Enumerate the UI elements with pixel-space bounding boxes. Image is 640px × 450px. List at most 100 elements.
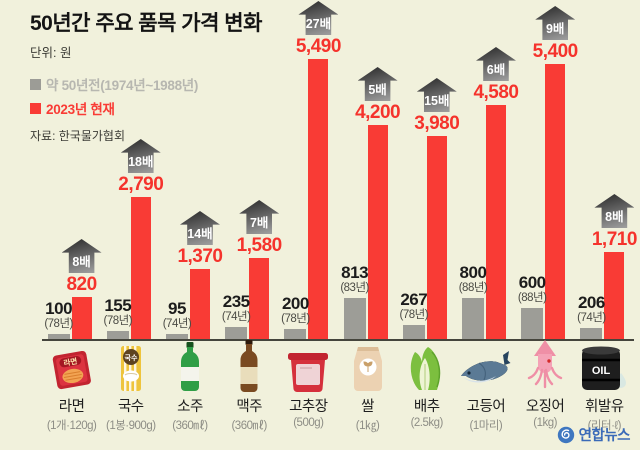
item-name: 소주 bbox=[177, 399, 203, 415]
new-price-value: 1,710 bbox=[591, 229, 638, 250]
item-cell-soju: 소주 (360㎖) bbox=[160, 340, 219, 433]
rice-icon bbox=[338, 340, 397, 393]
bar-new-mackerel bbox=[485, 105, 506, 339]
old-price-value: 206 bbox=[577, 292, 605, 312]
noodles-icon: 국수 bbox=[101, 340, 160, 393]
item-cell-mackerel: 고등어 (1마리) bbox=[456, 340, 515, 433]
item-quantity: (1㎏) bbox=[355, 420, 380, 432]
item-name: 고등어 bbox=[466, 399, 506, 415]
new-price-value: 4,200 bbox=[355, 102, 401, 123]
old-price-label: 813 (83년) bbox=[320, 264, 390, 295]
old-price-year: (74년) bbox=[162, 317, 192, 330]
item-quantity: (500g) bbox=[293, 417, 324, 429]
beer-icon bbox=[220, 340, 279, 393]
bar-old-cabbage bbox=[402, 325, 425, 339]
item-quantity: (2.5kg) bbox=[410, 417, 444, 429]
old-price-label: 206 (74년) bbox=[556, 294, 626, 325]
old-price-label: 100 (78년) bbox=[24, 300, 94, 331]
chart-column-cabbage: 267 (78년) 3,980 15배 bbox=[397, 0, 460, 339]
bar-old-oil bbox=[580, 328, 603, 339]
old-price-year: (78년) bbox=[399, 308, 429, 321]
old-price-label: 235 (74년) bbox=[201, 293, 271, 324]
item-name: 오징어 bbox=[525, 399, 565, 415]
item-name: 쌀 bbox=[361, 399, 374, 415]
multiplier-arrow-badge: 18배 bbox=[120, 139, 161, 173]
oil-icon: OIL bbox=[575, 340, 634, 393]
bar-old-rice bbox=[343, 298, 366, 339]
source-label: 자료: 한국물가협회 bbox=[30, 129, 125, 144]
old-price-label: 267 (78년) bbox=[379, 291, 449, 322]
multiplier-arrow-badge: 7배 bbox=[239, 200, 280, 234]
new-price-value: 3,980 bbox=[414, 113, 460, 134]
item-cell-ramen: 라면 라면 (1개·120g) bbox=[42, 340, 101, 433]
item-cell-noodles: 국수 국수 (1봉·900g) bbox=[101, 340, 160, 433]
new-price-value: 1,580 bbox=[236, 235, 283, 256]
bar-new-squid bbox=[545, 64, 566, 339]
old-price-value: 813 bbox=[341, 262, 369, 282]
chart-header: 50년간 주요 품목 가격 변화 단위: 원 약 50년전(1974년~1988… bbox=[30, 12, 262, 144]
item-cell-oil: OIL 휘발유 (리터·ℓ) bbox=[575, 340, 634, 433]
item-cell-squid: 오징어 (1kg) bbox=[516, 340, 575, 433]
bar-old-gochujang bbox=[284, 329, 307, 339]
chart-column-gochujang: 200 (78년) 5,490 27배 bbox=[279, 0, 341, 339]
item-name: 배추 bbox=[413, 399, 440, 415]
old-price-label: 800 (88년) bbox=[438, 264, 508, 295]
old-price-value: 200 bbox=[281, 293, 309, 313]
svg-text:라면: 라면 bbox=[62, 356, 77, 368]
gochujang-icon bbox=[279, 340, 338, 393]
chart-column-beer: 235 (74년) 1,580 7배 bbox=[220, 0, 282, 339]
old-price-year: (83년) bbox=[340, 281, 369, 294]
bar-chart: 100 (78년) 820 8배 155 (78년) 2,790 18배 95 (74년) 1,37… bbox=[42, 0, 637, 341]
new-price-value: 2,790 bbox=[118, 174, 164, 195]
bar-old-beer bbox=[225, 327, 248, 339]
new-price-value: 4,580 bbox=[473, 82, 519, 103]
item-quantity: (1봉·900g) bbox=[106, 420, 156, 432]
brand-footer: 연합뉴스 bbox=[557, 424, 631, 445]
item-cell-gochujang: 고추장 (500g) bbox=[279, 340, 338, 433]
item-cell-rice: 쌀 (1㎏) bbox=[338, 340, 397, 433]
item-quantity: (1개·120g) bbox=[46, 420, 97, 432]
old-price-label: 600 (88년) bbox=[497, 274, 567, 305]
multiplier-arrow-badge: 27배 bbox=[298, 1, 339, 35]
new-price-value: 5,490 bbox=[295, 36, 342, 57]
old-price-label: 200 (78년) bbox=[260, 295, 330, 326]
legend-item: 약 50년전(1974년~1988년) bbox=[30, 74, 262, 94]
bar-new-noodles bbox=[130, 197, 151, 339]
item-quantity: (1kg) bbox=[533, 417, 557, 429]
old-price-value: 600 bbox=[518, 272, 546, 292]
ramen-icon: 라면 bbox=[42, 340, 101, 393]
bar-new-ramen bbox=[71, 297, 92, 339]
multiplier-arrow-badge: 5배 bbox=[357, 67, 398, 101]
chart-column-oil: 206 (74년) 1,710 8배 bbox=[575, 0, 637, 339]
legend-swatch-icon bbox=[30, 78, 41, 90]
unit-label: 단위: 원 bbox=[30, 46, 72, 61]
item-name: 휘발유 bbox=[585, 399, 624, 415]
svg-text:국수: 국수 bbox=[124, 354, 137, 362]
svg-text:OIL: OIL bbox=[592, 365, 611, 377]
legend-label: 2023년 현재 bbox=[46, 102, 115, 118]
old-price-value: 100 bbox=[45, 298, 73, 318]
legend-label: 약 50년전(1974년~1988년) bbox=[46, 78, 199, 94]
old-price-year: (78년) bbox=[103, 314, 133, 327]
item-name: 고추장 bbox=[289, 399, 328, 415]
item-name: 라면 bbox=[58, 399, 85, 415]
bar-old-ramen bbox=[47, 334, 70, 339]
bar-old-soju bbox=[165, 334, 188, 339]
brand-name: 연합뉴스 bbox=[578, 428, 631, 444]
item-quantity: (리터·ℓ) bbox=[587, 420, 622, 432]
bar-new-gochujang bbox=[308, 59, 329, 339]
bar-new-cabbage bbox=[426, 136, 447, 339]
cabbage-icon bbox=[397, 340, 456, 393]
legend: 약 50년전(1974년~1988년) 2023년 현재 bbox=[30, 74, 262, 118]
bar-old-squid bbox=[521, 308, 544, 339]
bar-new-oil bbox=[604, 252, 625, 339]
legend-item: 2023년 현재 bbox=[30, 98, 262, 118]
chart-column-rice: 813 (83년) 4,200 5배 bbox=[338, 0, 401, 339]
item-cell-cabbage: 배추 (2.5kg) bbox=[397, 340, 456, 433]
old-price-label: 155 (78년) bbox=[83, 297, 153, 328]
chart-column-mackerel: 800 (88년) 4,580 6배 bbox=[456, 0, 519, 339]
legend-swatch-icon bbox=[30, 102, 41, 114]
chart-column-squid: 600 (88년) 5,400 9배 bbox=[516, 0, 578, 339]
yonhap-logo-icon bbox=[557, 426, 575, 444]
chart-column-ramen: 100 (78년) 820 8배 bbox=[42, 0, 102, 339]
